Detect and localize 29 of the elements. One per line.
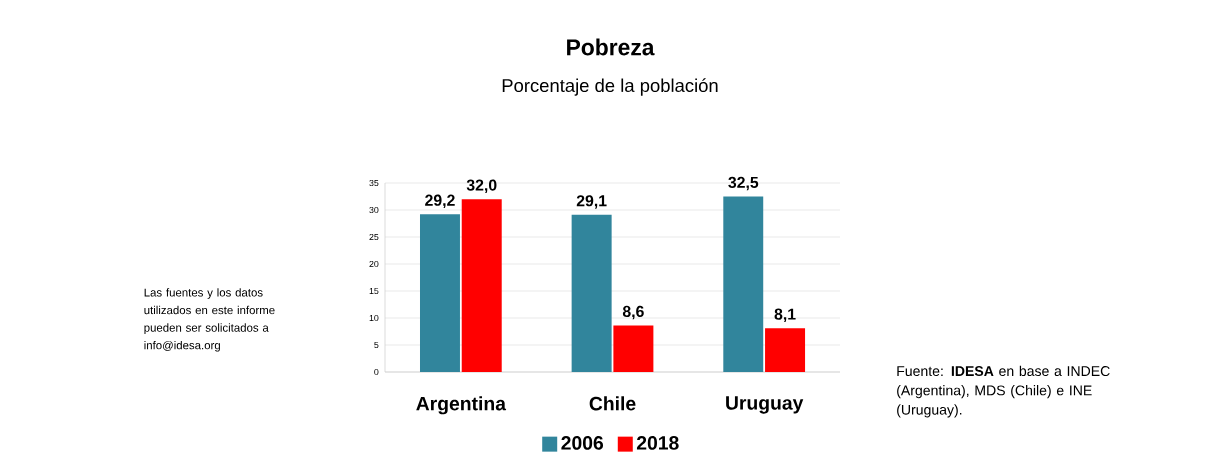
y-tick-label: 15 bbox=[369, 287, 379, 295]
x-tick-label: Argentina bbox=[416, 396, 507, 415]
source-note: Fuente: IDESA en base a INDEC (Argentina), MDS (Chile) e INE (Uruguay). bbox=[897, 365, 1110, 418]
data-label: 8,6 bbox=[622, 305, 644, 320]
bar bbox=[571, 214, 612, 372]
x-tick-label: Chile bbox=[589, 396, 636, 411]
bar bbox=[613, 325, 654, 372]
y-tick-label: 20 bbox=[369, 260, 379, 268]
text: Las fuentes y los datos utilizados en este informe pueden ser solicitados a info@idesa.org bbox=[144, 288, 275, 352]
chart-subtitle: Porcentaje de la población bbox=[502, 78, 718, 96]
legend-label: 2006 bbox=[561, 436, 604, 450]
y-tick-label: 35 bbox=[369, 179, 379, 187]
data-label: 32,5 bbox=[728, 176, 759, 191]
bar bbox=[461, 199, 502, 372]
chart-title: Pobreza bbox=[567, 38, 655, 56]
data-label: 32,0 bbox=[466, 179, 497, 193]
y-tick-label: 0 bbox=[374, 368, 379, 376]
data-label: 29,1 bbox=[576, 195, 607, 209]
y-tick-label: 25 bbox=[369, 233, 379, 241]
legend-label: 2018 bbox=[636, 436, 679, 450]
bar bbox=[419, 214, 460, 372]
y-tick-label: 5 bbox=[374, 341, 379, 349]
bar bbox=[765, 328, 806, 372]
x-tick-label: Uruguay bbox=[726, 396, 804, 414]
y-tick-label: 30 bbox=[369, 206, 379, 214]
y-tick-label: 10 bbox=[369, 314, 379, 322]
bar bbox=[723, 196, 764, 372]
data-label: 29,2 bbox=[425, 194, 455, 209]
data-label: 8,1 bbox=[774, 308, 796, 323]
